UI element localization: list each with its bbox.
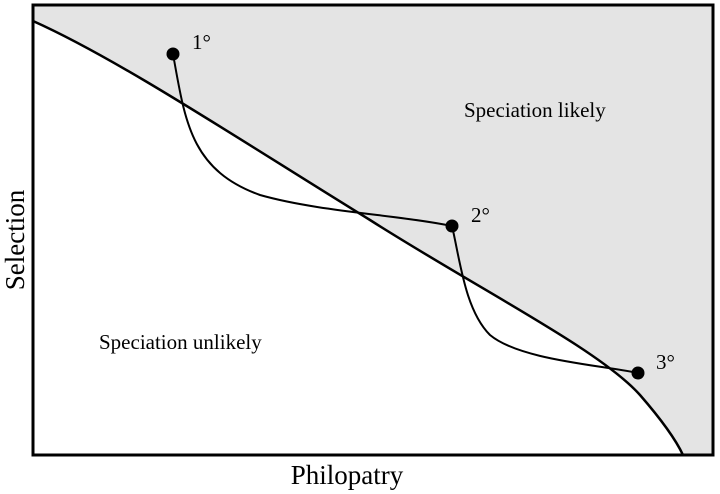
point-2-label: 2° xyxy=(471,203,490,227)
point-3-label: 3° xyxy=(656,350,675,374)
plot-frame xyxy=(31,3,715,457)
speciation-unlikely-label: Speciation unlikely xyxy=(99,330,262,354)
point-1-marker xyxy=(166,47,180,61)
point-3-marker xyxy=(631,366,645,380)
trajectory-path xyxy=(172,53,639,374)
speciation-likely-label: Speciation likely xyxy=(464,98,606,122)
point-2-marker xyxy=(445,219,459,233)
x-axis-label: Philopatry xyxy=(291,460,404,490)
boundary-curve xyxy=(32,19,685,456)
y-axis-label: Selection xyxy=(0,189,30,290)
point-1-label: 1° xyxy=(192,30,211,54)
speciation-likely-region xyxy=(33,5,713,455)
